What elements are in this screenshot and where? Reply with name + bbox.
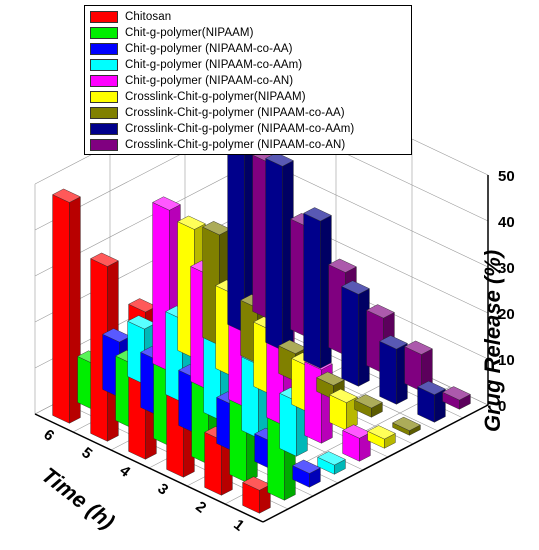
y-tick-label: 40 [498, 214, 515, 231]
x-axis-title: Time (h) [37, 462, 119, 534]
legend-swatch [90, 91, 118, 103]
y-tick-label: 10 [498, 352, 515, 369]
legend-label: Chit-g-polymer (NIPAAM-co-AN) [125, 75, 294, 87]
series-axis-line [262, 404, 489, 523]
bar-7-t1 [392, 416, 421, 436]
legend-item: Crosslink-Chit-g-polymer (NIPAAM-co-AAm) [90, 121, 354, 137]
legend-item: Crosslink-Chit-g-polymer (NIPAAM-co-AA) [90, 105, 345, 121]
legend-item: Crosslink-Chit-g-polymer (NIPAAM-co-AN) [90, 137, 345, 153]
legend-swatch [90, 43, 118, 55]
x-tick-label: 1 [230, 516, 247, 535]
bar-8-t1 [417, 380, 446, 423]
bars [52, 70, 471, 514]
legend-label: Chit-g-polymer(NIPAAM) [125, 27, 254, 39]
legend-item: Crosslink-Chit-g-polymer(NIPAAM) [90, 89, 306, 105]
legend-item: Chit-g-polymer(NIPAAM) [90, 25, 254, 41]
legend-label: Chit-g-polymer (NIPAAM-co-AAm) [125, 59, 303, 71]
legend-item: Chitosan [90, 9, 171, 25]
legend-swatch [90, 75, 118, 87]
y-tick-label: 0 [498, 398, 506, 415]
bar-8-t3 [341, 280, 370, 387]
legend-label: Crosslink-Chit-g-polymer (NIPAAM-co-AA) [125, 107, 345, 119]
legend-swatch [90, 11, 118, 23]
bar-8-t2 [379, 335, 408, 405]
bar-7-t2 [354, 394, 383, 418]
bar-9-t1 [442, 386, 471, 410]
legend-label: Chitosan [125, 11, 172, 23]
bar-3-t1 [292, 459, 321, 488]
legend-item: Chit-g-polymer (NIPAAM-co-AN) [90, 73, 293, 89]
legend-label: Crosslink-Chit-g-polymer (NIPAAM-co-AAm) [125, 123, 355, 135]
legend-label: Chit-g-polymer (NIPAAM-co-AA) [125, 43, 293, 55]
y-axis-title: Grug Release (%) [480, 250, 505, 432]
bar-5-t2 [304, 355, 333, 444]
x-tick-label: 3 [154, 480, 171, 499]
legend-label: Crosslink-Chit-g-polymer(NIPAAM) [125, 91, 306, 103]
bar-8-t5 [265, 152, 294, 351]
legend-swatch [90, 27, 118, 39]
bar-5-t1 [342, 424, 371, 462]
legend: Chitosan Chit-g-polymer(NIPAAM) Chit-g-pol… [84, 5, 412, 155]
legend-item: Chit-g-polymer (NIPAAM-co-AA) [90, 41, 293, 57]
bar-6-t2 [329, 388, 358, 431]
bar-8-t4 [303, 207, 332, 369]
y-tick-label: 50 [498, 168, 515, 185]
legend-swatch [90, 107, 118, 119]
bar-1-t1 [242, 476, 271, 514]
bar-4-t1 [317, 451, 346, 475]
legend-label: Crosslink-Chit-g-polymer (NIPAAM-co-AN) [125, 139, 346, 151]
x-tick-label: 2 [192, 498, 209, 517]
bar-6-t1 [367, 425, 396, 449]
legend-swatch [90, 139, 118, 151]
x-tick-label: 4 [116, 462, 134, 481]
legend-swatch [90, 59, 118, 71]
y-tick-label: 30 [498, 260, 515, 277]
legend-item: Chit-g-polymer (NIPAAM-co-AAm) [90, 57, 302, 73]
x-tick-label: 6 [40, 426, 57, 445]
y-tick-label: 20 [498, 306, 515, 323]
bar-9-t2 [404, 340, 433, 392]
bar-1-t6 [52, 188, 81, 424]
x-axis-line [34, 413, 264, 523]
legend-swatch [90, 123, 118, 135]
x-tick-label: 5 [78, 444, 95, 463]
